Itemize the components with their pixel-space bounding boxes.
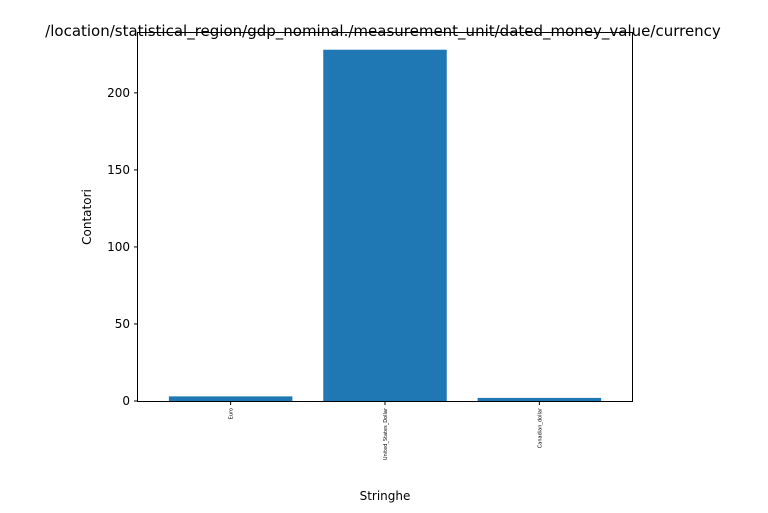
y-axis-label: Contatori	[80, 189, 94, 245]
bar-canadian-dollar	[477, 397, 602, 401]
y-tick-label: 0	[122, 394, 130, 408]
x-tick-label: Canadian_dollar	[537, 407, 543, 448]
y-tick-label: 200	[107, 86, 130, 100]
y-tick-label: 50	[115, 317, 130, 331]
x-tick-label: United_States_Dollar	[383, 407, 389, 460]
y-tick-label: 150	[107, 163, 130, 177]
x-tick-label: Euro	[229, 408, 235, 419]
bar-united-states-dollar	[323, 49, 447, 401]
y-tick-label: 100	[107, 240, 130, 254]
chart-title: /location/statistical_region/gdp_nominal…	[45, 22, 721, 41]
bars	[168, 49, 602, 401]
plot-frame	[137, 32, 633, 402]
x-axis-ticks: Euro United_States_Dollar Canadian_dollar	[229, 401, 543, 460]
bar-euro	[168, 396, 293, 401]
x-axis-label: Stringhe	[360, 489, 411, 503]
y-axis-ticks: 0 50 100 150 200	[107, 86, 138, 408]
